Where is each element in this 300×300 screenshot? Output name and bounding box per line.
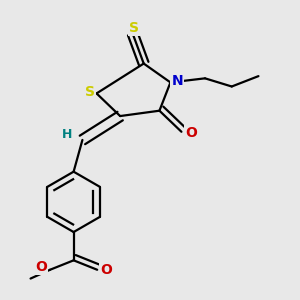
Text: O: O [185, 126, 197, 140]
Text: S: S [85, 85, 95, 99]
Text: O: O [100, 263, 112, 277]
Text: S: S [129, 21, 139, 35]
Text: O: O [35, 260, 47, 274]
Text: H: H [62, 128, 73, 141]
Text: N: N [172, 74, 183, 88]
